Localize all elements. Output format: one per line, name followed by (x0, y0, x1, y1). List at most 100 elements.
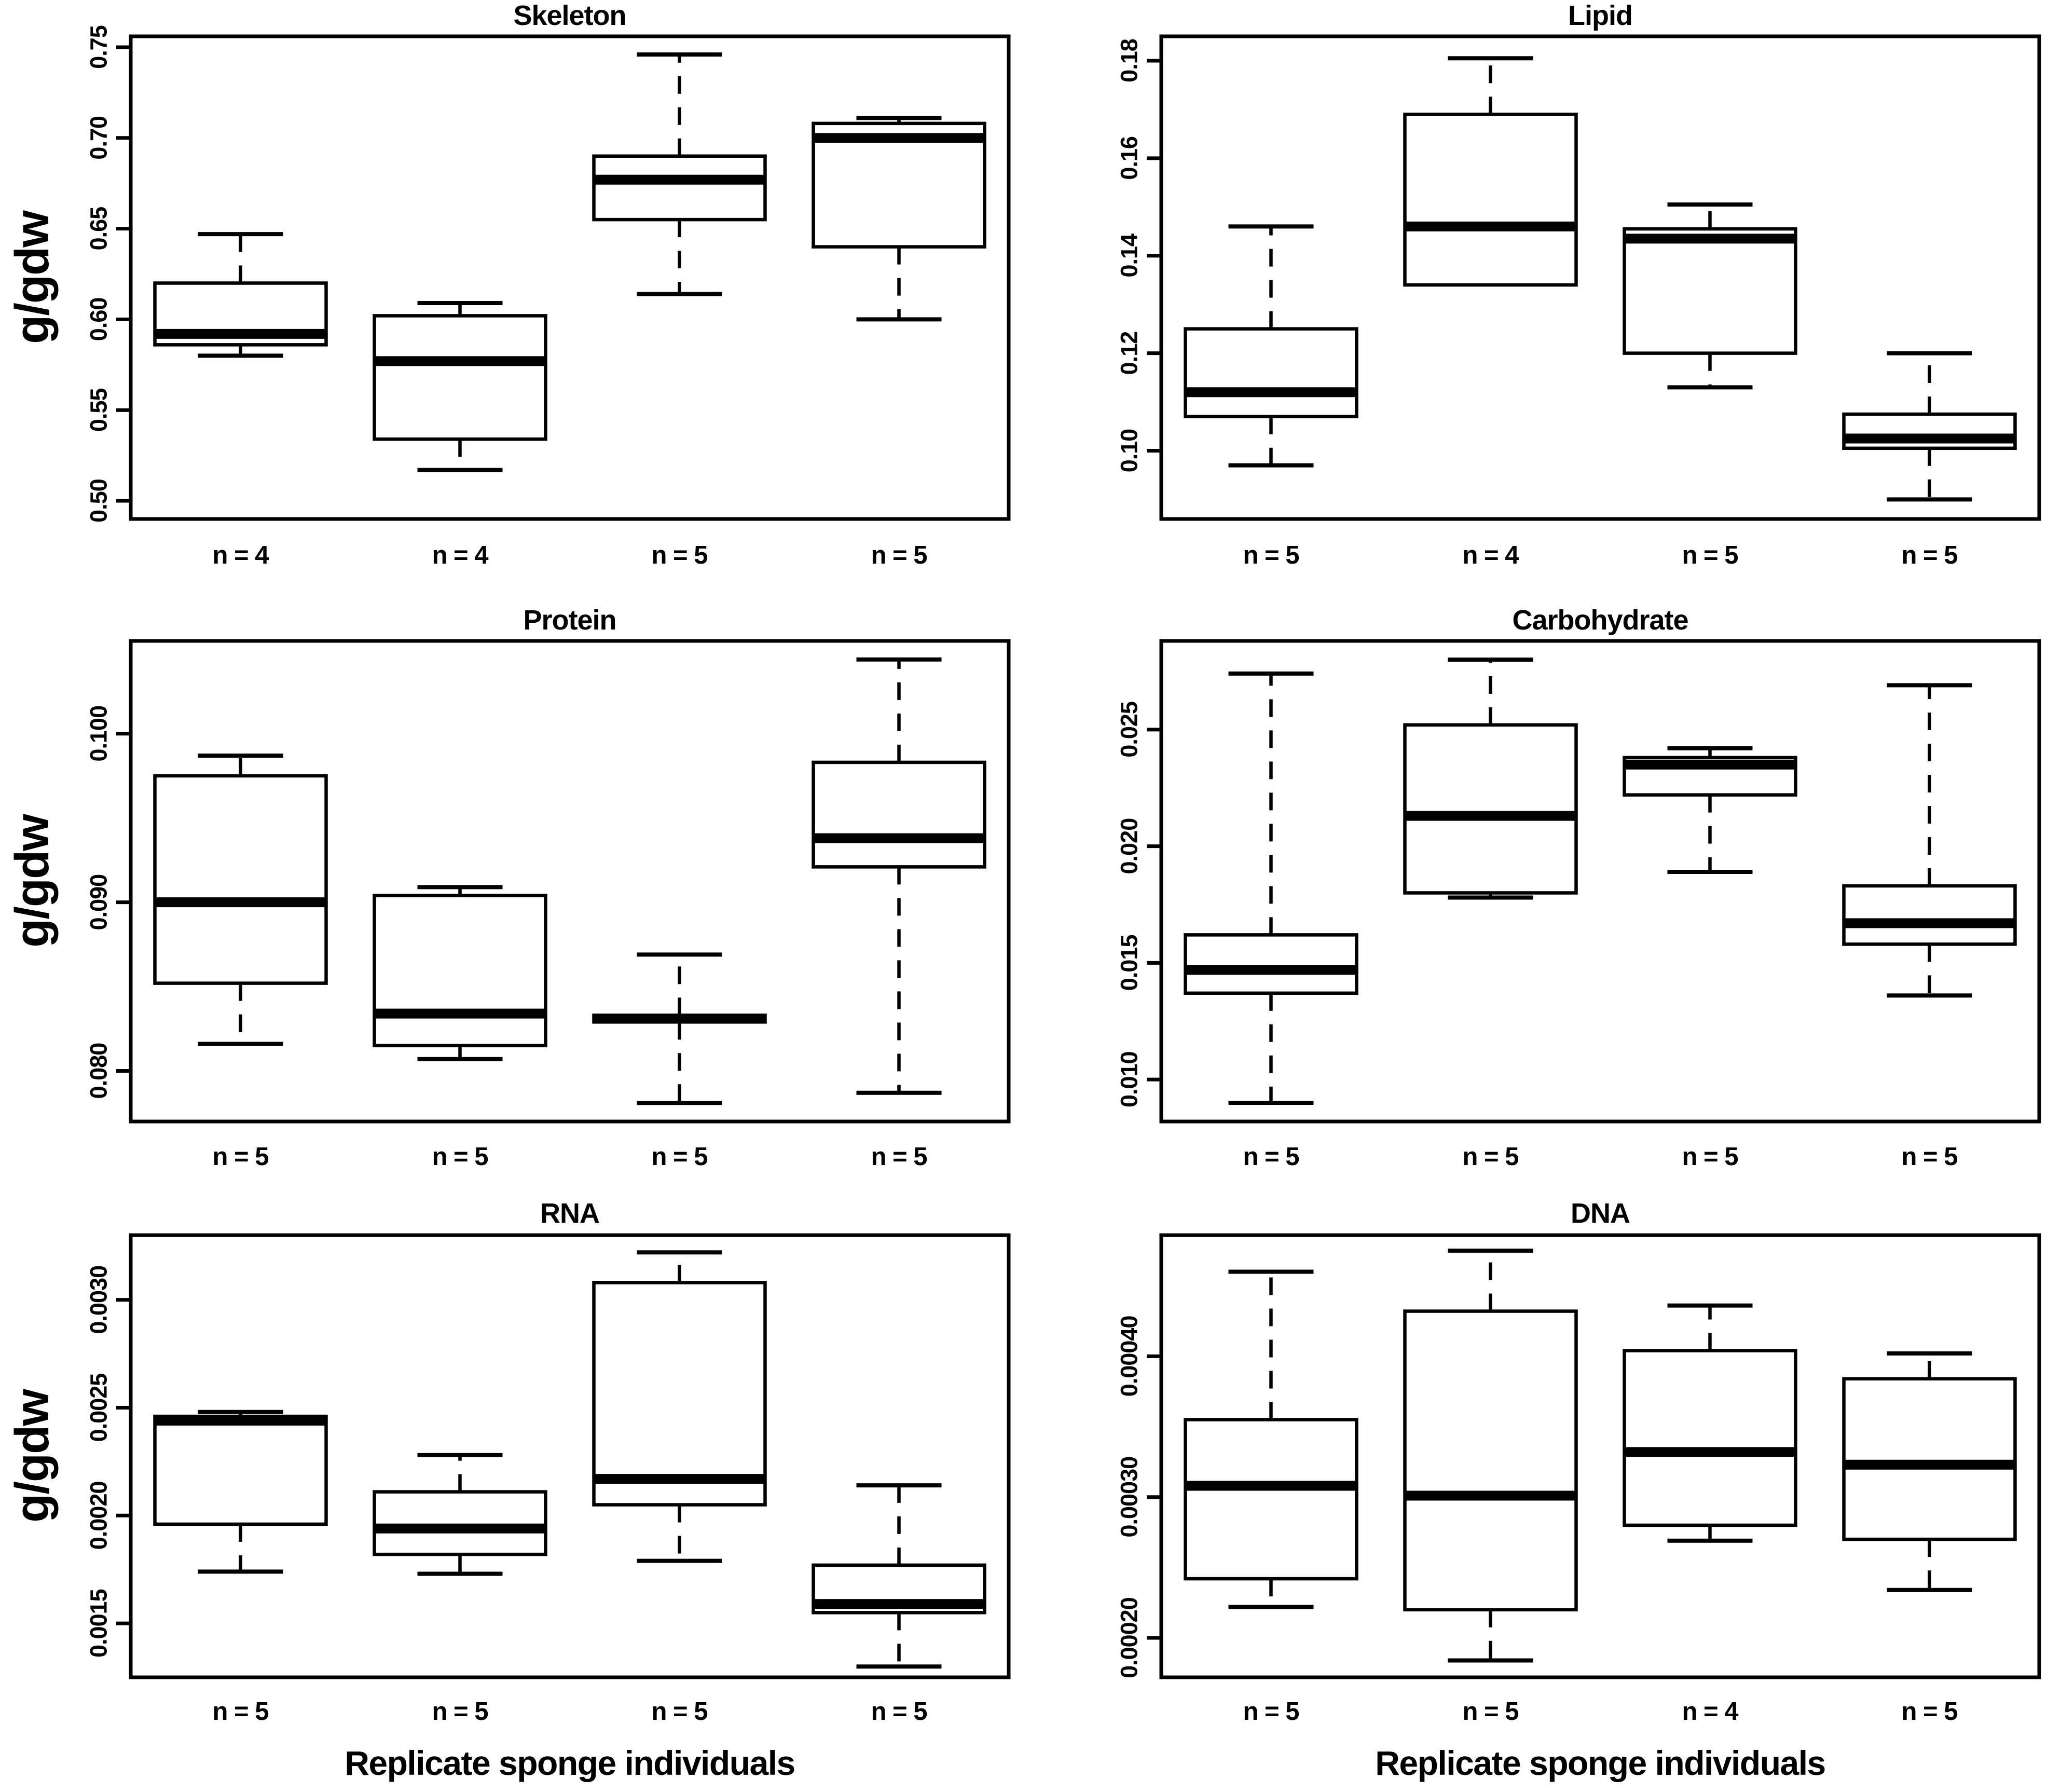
median-line (1624, 1447, 1796, 1457)
box-rect (1184, 1418, 1358, 1581)
y-tick-label: 0.015 (1116, 935, 1143, 991)
median-line (1185, 387, 1357, 398)
box-rect (1403, 1309, 1578, 1612)
y-tick-label: 0.50 (86, 479, 112, 523)
plot-border (1159, 34, 2041, 521)
median-line (374, 1008, 546, 1019)
y-tick-label: 0.65 (86, 207, 112, 251)
category-label: n = 4 (432, 541, 488, 569)
median-line (1405, 221, 1576, 231)
y-tick-label: 0.12 (1116, 332, 1143, 375)
box-rect (1623, 1349, 1797, 1527)
y-tick-label: 0.090 (86, 874, 112, 931)
category-label: n = 5 (1682, 1143, 1738, 1171)
category-label: n = 5 (1901, 1143, 1957, 1171)
boxplot-svg-rna: RNA 0.0015 0.0020 0.0025 0.0030 n = 5 n = 5 n =… (6, 1198, 1011, 1782)
plot-border (129, 1233, 1011, 1679)
panel-skeleton: Skeleton 0.50 0.55 0.60 0.65 0.70 0.75 n = 4 n =… (0, 0, 1030, 597)
category-label: n = 5 (1462, 1698, 1518, 1726)
category-label: n = 4 (212, 541, 269, 569)
category-label: n = 5 (651, 541, 707, 569)
median-line (155, 1415, 326, 1426)
y-tick-label: 0.00020 (1116, 1597, 1143, 1678)
box-rect (373, 894, 547, 1048)
box-rect (153, 774, 328, 985)
boxplot-svg-carbohydrate: Carbohydrate 0.010 0.015 0.020 0.025 n = 5 n =… (1116, 605, 2041, 1171)
box-rect (373, 1490, 547, 1556)
box-rect (1403, 723, 1578, 895)
category-label: n = 4 (1462, 541, 1519, 569)
median-line (1405, 811, 1576, 821)
category-label: n = 5 (212, 1698, 268, 1726)
median-line (1844, 433, 2015, 444)
y-tick-label: 0.0030 (86, 1266, 112, 1334)
box-rect (1623, 227, 1797, 355)
box-rect (1403, 113, 1578, 287)
y-tick-label: 0.0020 (86, 1481, 112, 1550)
x-axis-label: Replicate sponge individuals (1375, 1744, 1825, 1782)
box-rect (1184, 933, 1358, 995)
category-label: n = 5 (212, 1143, 268, 1171)
median-line (594, 1474, 765, 1484)
panel-title: Skeleton (513, 0, 626, 31)
panel-title: Lipid (1568, 0, 1632, 31)
median-line (594, 174, 765, 185)
median-line (1844, 1459, 2015, 1470)
panel-rna: RNA 0.0015 0.0020 0.0025 0.0030 n = 5 n = 5 n =… (0, 1195, 1030, 1792)
panel-title: RNA (540, 1198, 599, 1229)
box-rect (592, 1281, 767, 1507)
y-tick-label: 0.0015 (86, 1589, 112, 1658)
category-label: n = 5 (1243, 1143, 1299, 1171)
y-tick-label: 0.70 (86, 116, 112, 160)
panel-lipid: Lipid 0.10 0.12 0.14 0.16 0.18 n = 5 n = 4 n = 5… (1030, 0, 2061, 597)
category-label: n = 5 (1682, 541, 1738, 569)
median-line (813, 833, 985, 843)
boxplot-svg-protein: Protein 0.080 0.090 0.100 n = 5 n = 5 n = 5 n =… (6, 605, 1011, 1171)
median-line (155, 897, 326, 908)
median-line (813, 1599, 985, 1609)
category-label: n = 5 (1901, 541, 1957, 569)
box-rect (1842, 1377, 2017, 1541)
category-label: n = 5 (1462, 1143, 1518, 1171)
boxplot-svg-dna: DNA 0.00020 0.00030 0.00040 n = 5 n = 5 n = 4 n… (1116, 1198, 2041, 1782)
y-axis-label: g/gdw (6, 814, 59, 948)
panel-title: Carbohydrate (1512, 605, 1688, 636)
plot-border (1159, 639, 2041, 1124)
y-tick-label: 0.16 (1116, 136, 1143, 180)
median-line (813, 133, 985, 143)
y-tick-label: 0.14 (1116, 234, 1143, 278)
median-line (1185, 1481, 1357, 1491)
median-line (374, 356, 546, 366)
y-tick-label: 0.0025 (86, 1374, 112, 1442)
category-label: n = 5 (1243, 1698, 1299, 1726)
plot-border (129, 34, 1011, 521)
panel-carbohydrate: Carbohydrate 0.010 0.015 0.020 0.025 n = 5 n =… (1030, 597, 2061, 1195)
category-label: n = 5 (651, 1143, 707, 1171)
boxplot-svg-skeleton: Skeleton 0.50 0.55 0.60 0.65 0.70 0.75 n = 4 n =… (6, 0, 1011, 569)
median-line (155, 329, 326, 339)
y-tick-label: 0.00040 (1116, 1316, 1143, 1397)
panel-protein: Protein 0.080 0.090 0.100 n = 5 n = 5 n = 5 n =… (0, 597, 1030, 1195)
median-line (374, 1523, 546, 1534)
category-label: n = 5 (651, 1698, 707, 1726)
boxplot-svg-lipid: Lipid 0.10 0.12 0.14 0.16 0.18 n = 5 n = 4 n = 5… (1116, 0, 2041, 569)
y-tick-label: 0.18 (1116, 39, 1143, 83)
plot-border (129, 639, 1011, 1124)
median-line (1844, 918, 2015, 928)
category-label: n = 5 (1243, 541, 1299, 569)
panel-title: Protein (523, 605, 616, 636)
y-tick-label: 0.080 (86, 1043, 112, 1099)
median-line (1624, 234, 1796, 244)
box-rect (373, 314, 547, 441)
y-tick-label: 0.60 (86, 298, 112, 341)
x-axis-label: Replicate sponge individuals (345, 1744, 795, 1782)
box-rect (153, 1414, 328, 1526)
category-label: n = 5 (871, 1698, 927, 1726)
category-label: n = 5 (1901, 1698, 1957, 1726)
box-rect (592, 154, 767, 222)
y-tick-label: 0.00030 (1116, 1457, 1143, 1538)
panel-dna: DNA 0.00020 0.00030 0.00040 n = 5 n = 5 n = 4 n… (1030, 1195, 2061, 1792)
y-tick-label: 0.10 (1116, 429, 1143, 473)
category-label: n = 5 (871, 1143, 927, 1171)
box-rect (812, 121, 986, 249)
